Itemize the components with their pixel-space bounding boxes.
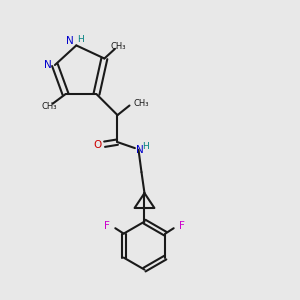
Text: O: O [93, 140, 101, 150]
Text: F: F [179, 221, 184, 231]
Text: H: H [77, 35, 84, 44]
Text: H: H [142, 142, 149, 151]
Text: N: N [136, 145, 144, 154]
Text: CH₃: CH₃ [41, 102, 57, 111]
Text: N: N [66, 36, 74, 46]
Text: CH₃: CH₃ [110, 42, 126, 51]
Text: F: F [104, 221, 110, 231]
Text: N: N [44, 60, 52, 70]
Text: CH₃: CH₃ [134, 99, 149, 108]
